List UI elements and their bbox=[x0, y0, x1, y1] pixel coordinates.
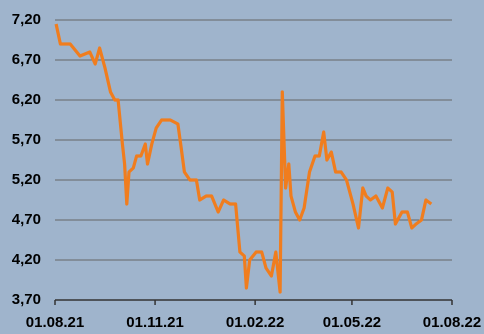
y-tick-label: 4,70 bbox=[12, 211, 41, 228]
y-tick-label: 3,70 bbox=[12, 291, 41, 308]
x-tick-label: 01.08.21 bbox=[26, 314, 84, 331]
x-tick-label: 01.02.22 bbox=[226, 314, 284, 331]
line-series bbox=[54, 23, 433, 294]
x-tick-label: 01.08.22 bbox=[423, 314, 481, 331]
x-tick-label: 01.05.22 bbox=[323, 314, 381, 331]
y-tick-label: 6,20 bbox=[12, 91, 41, 108]
y-tick-label: 4,20 bbox=[12, 251, 41, 268]
y-tick-label: 7,20 bbox=[12, 11, 41, 28]
y-tick-label: 6,70 bbox=[12, 51, 41, 68]
y-tick-label: 5,70 bbox=[12, 131, 41, 148]
y-tick-label: 5,20 bbox=[12, 171, 41, 188]
x-tick-label: 01.11.21 bbox=[126, 314, 184, 331]
